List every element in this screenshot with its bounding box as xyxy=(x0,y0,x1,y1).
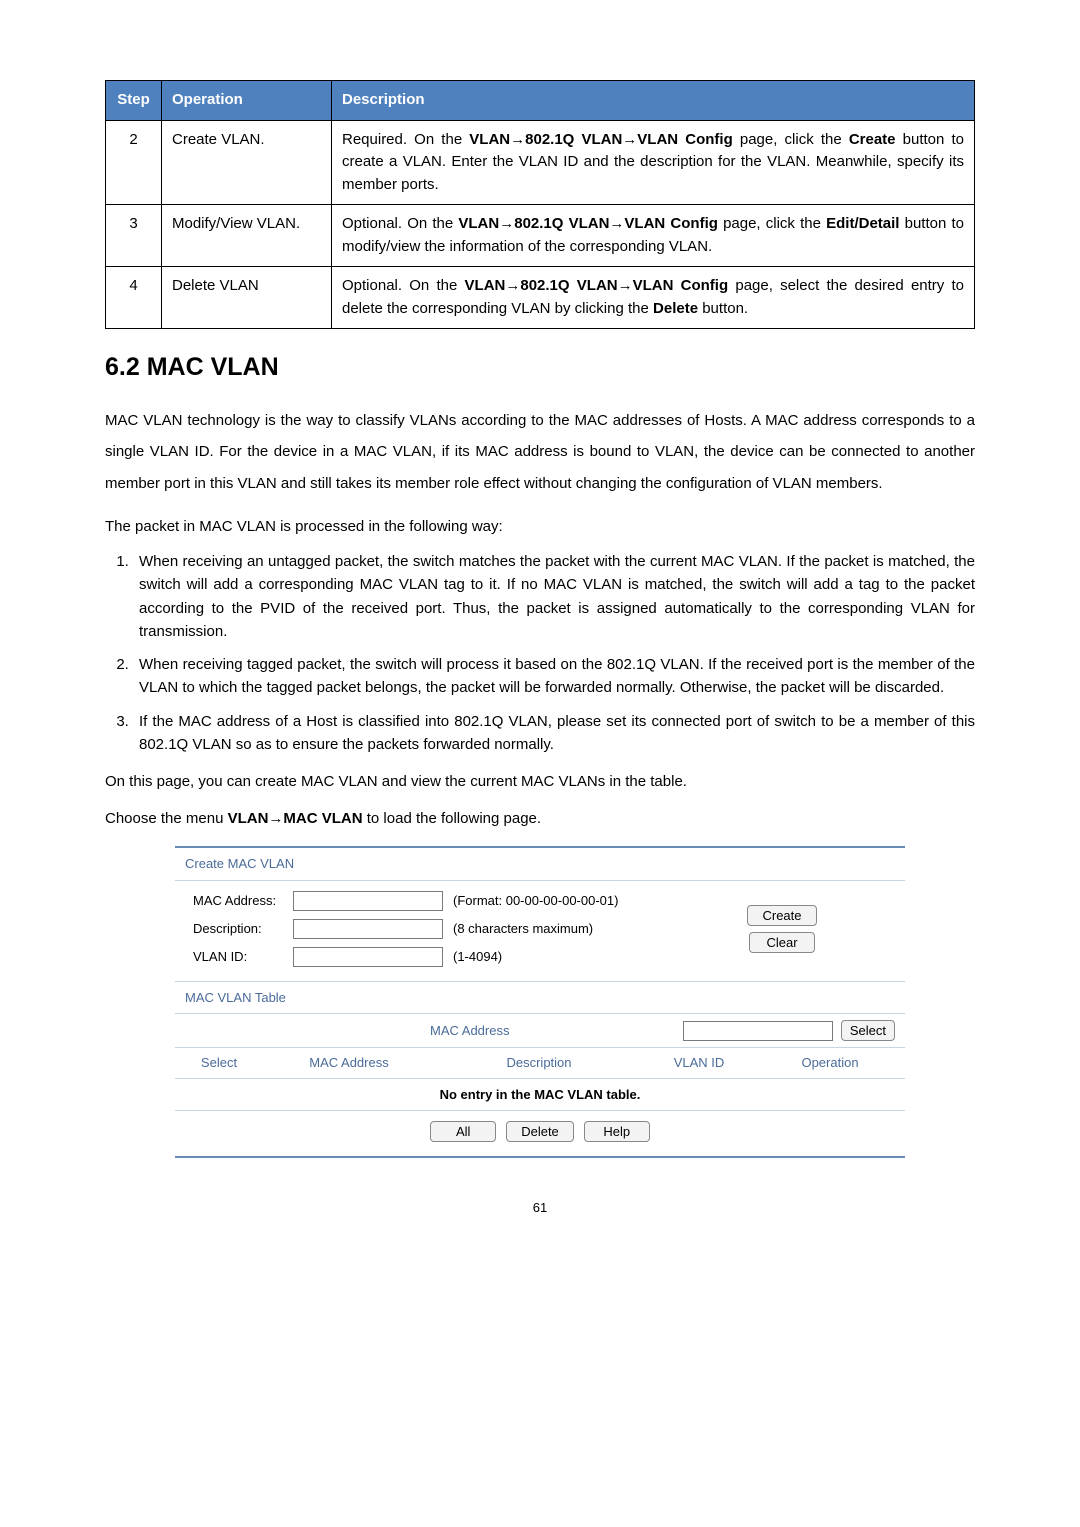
select-button[interactable]: Select xyxy=(841,1020,895,1041)
create-button[interactable]: Create xyxy=(747,905,816,926)
description-cell: Required. On the VLAN→802.1Q VLAN→VLAN C… xyxy=(332,120,975,205)
page-number: 61 xyxy=(105,1198,975,1218)
steps-table: Step Operation Description 2Create VLAN.… xyxy=(105,80,975,329)
operation-cell: Create VLAN. xyxy=(162,120,332,205)
col-operation: Operation xyxy=(759,1053,901,1073)
operation-cell: Delete VLAN xyxy=(162,267,332,329)
table-columns: Select MAC Address Description VLAN ID O… xyxy=(175,1048,905,1079)
table-row: 2Create VLAN.Required. On the VLAN→802.1… xyxy=(106,120,975,205)
list-item: When receiving an untagged packet, the s… xyxy=(133,550,975,643)
col-mac: MAC Address xyxy=(259,1053,439,1073)
description-input[interactable] xyxy=(293,919,443,939)
operation-cell: Modify/View VLAN. xyxy=(162,205,332,267)
search-label: MAC Address xyxy=(430,1021,509,1041)
menu-post: to load the following page. xyxy=(363,810,541,827)
table-row: 4Delete VLANOptional. On the VLAN→802.1Q… xyxy=(106,267,975,329)
list-item: When receiving tagged packet, the switch… xyxy=(133,653,975,700)
list-item: If the MAC address of a Host is classifi… xyxy=(133,710,975,757)
vlan-id-input[interactable] xyxy=(293,947,443,967)
create-form: MAC Address: (Format: 00-00-00-00-00-01)… xyxy=(175,881,905,981)
clear-button[interactable]: Clear xyxy=(749,932,815,953)
mac-address-note: (Format: 00-00-00-00-00-01) xyxy=(453,891,673,911)
mac-address-label: MAC Address: xyxy=(193,891,293,911)
step-cell: 3 xyxy=(106,205,162,267)
mac-vlan-panel: Create MAC VLAN MAC Address: (Format: 00… xyxy=(175,846,905,1158)
processing-intro: The packet in MAC VLAN is processed in t… xyxy=(105,513,975,540)
menu-bold: VLAN→MAC VLAN xyxy=(228,810,363,827)
intro-paragraph: MAC VLAN technology is the way to classi… xyxy=(105,405,975,500)
action-row: All Delete Help xyxy=(175,1111,905,1156)
processing-list: When receiving an untagged packet, the s… xyxy=(105,550,975,756)
step-cell: 4 xyxy=(106,267,162,329)
description-note: (8 characters maximum) xyxy=(453,919,673,939)
table-row: 3Modify/View VLAN.Optional. On the VLAN→… xyxy=(106,205,975,267)
create-mac-vlan-header: Create MAC VLAN xyxy=(175,848,905,881)
vlan-id-label: VLAN ID: xyxy=(193,947,293,967)
mac-search-input[interactable] xyxy=(683,1021,833,1041)
col-vlan-id: VLAN ID xyxy=(639,1053,759,1073)
help-button[interactable]: Help xyxy=(584,1121,650,1142)
section-heading: 6.2 MAC VLAN xyxy=(105,349,975,387)
step-cell: 2 xyxy=(106,120,162,205)
vlan-id-note: (1-4094) xyxy=(453,947,673,967)
menu-path: Choose the menu VLAN→MAC VLAN to load th… xyxy=(105,805,975,832)
col-select: Select xyxy=(179,1053,259,1073)
mac-vlan-table-header: MAC VLAN Table xyxy=(175,982,905,1015)
description-label: Description: xyxy=(193,919,293,939)
delete-button[interactable]: Delete xyxy=(506,1121,574,1142)
mac-vlan-table-panel: MAC VLAN Table MAC Address Select Select… xyxy=(175,981,905,1157)
search-row: MAC Address Select xyxy=(175,1014,905,1048)
th-operation: Operation xyxy=(162,81,332,121)
description-cell: Optional. On the VLAN→802.1Q VLAN→VLAN C… xyxy=(332,267,975,329)
menu-pre: Choose the menu xyxy=(105,810,228,827)
th-description: Description xyxy=(332,81,975,121)
page-note: On this page, you can create MAC VLAN an… xyxy=(105,768,975,795)
description-cell: Optional. On the VLAN→802.1Q VLAN→VLAN C… xyxy=(332,205,975,267)
no-entry-message: No entry in the MAC VLAN table. xyxy=(175,1079,905,1112)
all-button[interactable]: All xyxy=(430,1121,496,1142)
th-step: Step xyxy=(106,81,162,121)
mac-address-input[interactable] xyxy=(293,891,443,911)
col-description: Description xyxy=(439,1053,639,1073)
